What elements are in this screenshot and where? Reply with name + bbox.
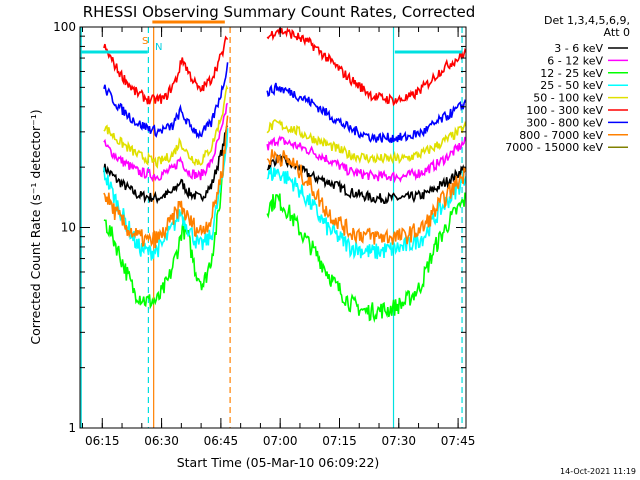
legend-item-label: 12 - 25 keV (540, 67, 603, 80)
legend-item-label: 3 - 6 keV (554, 42, 603, 55)
legend-item-label: 7000 - 15000 keV (505, 141, 603, 154)
y-axis-label: Corrected Count Rate (s⁻¹ detector⁻¹) (28, 109, 43, 344)
x-tick-label: 06:45 (204, 434, 239, 448)
series-line-2 (103, 143, 466, 323)
series-line-6 (103, 62, 466, 144)
legend-header-line-1: Det 1,3,4,5,6,9, (544, 14, 630, 27)
x-tick-label: 07:00 (263, 434, 298, 448)
x-axis: 06:15 06:30 06:45 07:00 07:15 07:30 07:45 (82, 27, 476, 448)
x-tick-label: 06:30 (144, 434, 179, 448)
legend-item-label: 800 - 7000 keV (519, 129, 603, 142)
series-line-7 (103, 115, 466, 249)
flag-label-n: N (155, 42, 162, 53)
y-tick-label: 1 (68, 421, 76, 435)
y-axis: 1 10 100 (53, 20, 466, 435)
plot-frame (79, 26, 467, 429)
legend-header-line-2: Att 0 (604, 26, 630, 39)
legend-item-label: 300 - 800 keV (526, 116, 603, 129)
series-layer (103, 27, 466, 323)
legend-item-label: 6 - 12 keV (547, 54, 603, 67)
x-tick-label: 07:45 (441, 434, 476, 448)
series-line-5 (103, 27, 466, 107)
chart-title: RHESSI Observing Summary Count Rates, Co… (83, 3, 476, 21)
legend-item-label: 25 - 50 keV (540, 79, 603, 92)
x-tick-label: 07:30 (381, 434, 416, 448)
flags-layer: SN (81, 20, 463, 54)
flag-label-s: S (142, 36, 148, 47)
x-tick-label: 07:15 (322, 434, 357, 448)
series-line-4 (103, 84, 466, 169)
y-tick-label: 10 (61, 221, 76, 235)
timestamp: 14-Oct-2021 11:19 (560, 467, 636, 476)
x-tick-label: 06:15 (85, 434, 120, 448)
y-tick-label: 100 (53, 20, 76, 34)
legend-item-label: 100 - 300 keV (526, 104, 603, 117)
x-axis-label: Start Time (05-Mar-10 06:09:22) (177, 455, 380, 470)
legend-item-label: 50 - 100 keV (533, 92, 603, 105)
series-line-1 (103, 102, 466, 184)
